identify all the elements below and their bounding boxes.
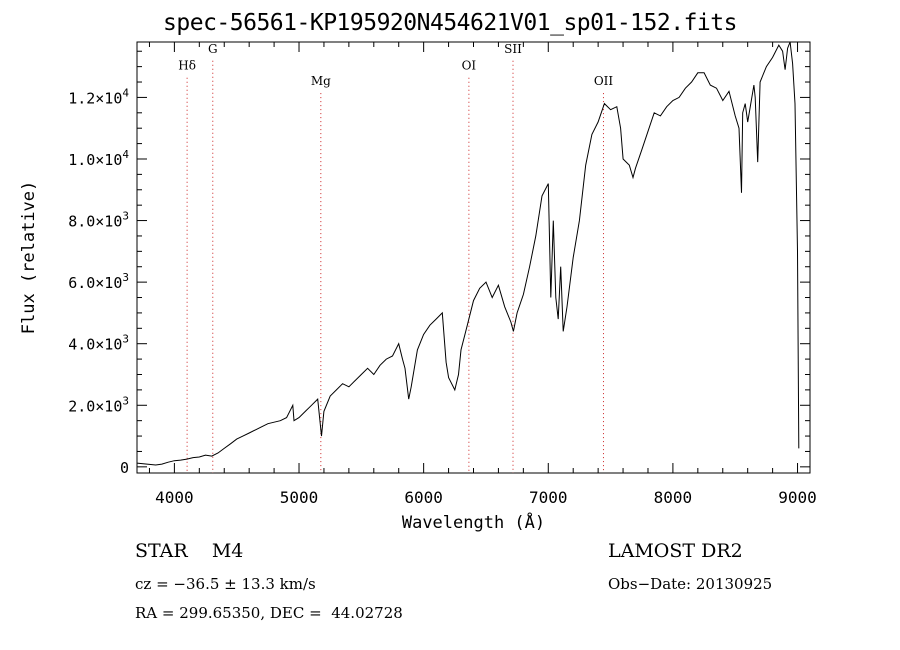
axis-ticks: 4000 5000 6000 7000 8000 9000 0 2.0×103 4.0×103 6… (68, 42, 817, 507)
y-tick-label: 1.2×104 (68, 86, 129, 107)
y-tick-label: 0 (120, 459, 129, 477)
line-marker-label: Mg (311, 74, 331, 88)
line-marker-label: OII (594, 74, 614, 88)
x-tick-label: 6000 (404, 488, 443, 507)
x-tick-label: 9000 (778, 488, 817, 507)
line-marker-label: OI (462, 59, 477, 73)
chart-title: spec-56561-KP195920N454621V01_sp01-152.f… (163, 10, 737, 36)
line-marker-label: G (208, 42, 218, 56)
line-marker-label: Hδ (178, 59, 196, 73)
x-tick-label: 8000 (654, 488, 693, 507)
spectrum-line (136, 41, 800, 466)
object-class: STAR M4 (135, 540, 244, 562)
x-tick-label: 4000 (155, 488, 194, 507)
y-tick-label: 1.0×104 (68, 148, 129, 169)
x-tick-label: 5000 (280, 488, 319, 507)
y-tick-label: 8.0×103 (68, 210, 129, 231)
x-tick-label: 7000 (529, 488, 568, 507)
line-marker-label: SII (504, 42, 522, 56)
y-tick-label: 4.0×103 (68, 333, 129, 354)
x-axis-label: Wavelength (Å) (402, 511, 545, 533)
observation-date: Obs−Date: 20130925 (608, 575, 773, 593)
sky-coordinates: RA = 299.65350, DEC = 44.02728 (135, 604, 403, 622)
survey-name: LAMOST DR2 (608, 540, 743, 562)
radial-velocity: cz = −36.5 ± 13.3 km/s (135, 575, 316, 593)
y-tick-label: 2.0×103 (68, 394, 129, 415)
y-tick-label: 6.0×103 (68, 271, 129, 292)
y-axis-label: Flux (relative) (19, 181, 39, 335)
spectral-line-markers: Hδ G Mg OI SII OII (178, 42, 613, 473)
plot-frame (136, 41, 811, 474)
